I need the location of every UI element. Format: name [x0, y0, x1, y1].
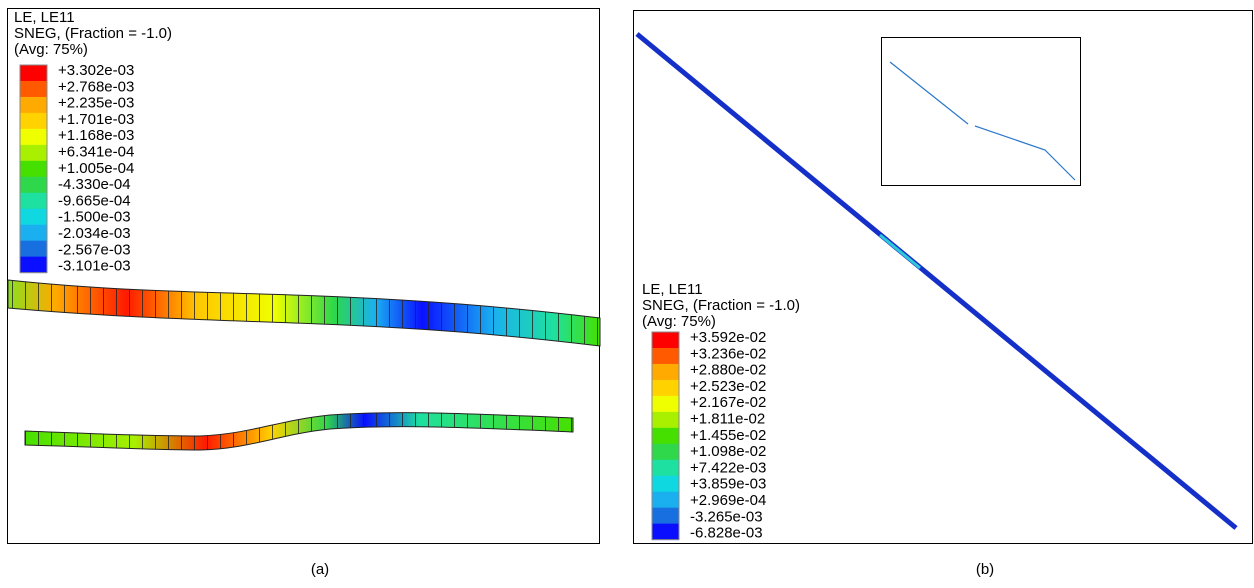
caption: (b)	[976, 561, 994, 578]
legend-label: +1.005e-04	[58, 160, 134, 177]
legend-swatch	[20, 209, 47, 225]
legend-title: (Avg: 75%)	[14, 41, 88, 58]
legend-swatch	[652, 332, 679, 348]
legend-label: -3.265e-03	[690, 508, 763, 525]
legend-swatch	[652, 444, 679, 460]
legend-label: +3.859e-03	[690, 476, 766, 493]
legend-title: LE, LE11	[14, 9, 75, 26]
legend-label: +1.098e-02	[690, 443, 766, 460]
legend-swatch	[652, 492, 679, 508]
legend-label: +6.341e-04	[58, 143, 134, 160]
legend-label: +2.167e-02	[690, 394, 766, 411]
legend-swatch	[652, 524, 679, 540]
legend-label: +3.592e-02	[690, 329, 766, 346]
legend-swatch	[652, 508, 679, 524]
legend-swatch	[20, 225, 47, 241]
legend-swatch	[652, 348, 679, 364]
page: LE, LE11SNEG, (Fraction = -1.0)(Avg: 75%…	[0, 0, 1254, 588]
legend-swatch	[20, 177, 47, 193]
caption: (a)	[311, 561, 329, 578]
legend-label: -2.567e-03	[58, 241, 131, 258]
inset-frame	[882, 38, 1081, 186]
legend-label: +1.701e-03	[58, 111, 134, 128]
figure: LE, LE11SNEG, (Fraction = -1.0)(Avg: 75%…	[0, 0, 1254, 583]
legend-label: -9.665e-04	[58, 192, 131, 209]
legend-label: -2.034e-03	[58, 225, 131, 242]
legend-swatch	[20, 65, 47, 81]
legend-swatch	[20, 97, 47, 113]
legend-swatch	[20, 145, 47, 161]
beam-upper	[8, 280, 600, 346]
legend-label: -4.330e-04	[58, 176, 131, 193]
beam-line-section	[880, 235, 920, 268]
legend-title: SNEG, (Fraction = -1.0)	[642, 297, 800, 314]
legend-label: +7.422e-03	[690, 459, 766, 476]
legend-swatch	[20, 257, 47, 273]
legend-label: -6.828e-03	[690, 525, 763, 542]
beam-lower	[25, 413, 573, 450]
legend-swatch	[20, 161, 47, 177]
legend-swatch	[652, 460, 679, 476]
legend-label: +2.969e-04	[690, 492, 766, 509]
legend-label: +2.768e-03	[58, 78, 134, 95]
legend-title: (Avg: 75%)	[642, 313, 716, 330]
legend-swatch	[652, 412, 679, 428]
legend-swatch	[20, 193, 47, 209]
legend-title: LE, LE11	[642, 281, 703, 298]
legend-swatch	[652, 364, 679, 380]
legend-swatch	[652, 396, 679, 412]
legend-label: +1.455e-02	[690, 427, 766, 444]
legend-swatch	[652, 428, 679, 444]
legend-swatch	[652, 476, 679, 492]
legend-label: +1.811e-02	[690, 410, 765, 427]
legend-label: +3.236e-02	[690, 345, 766, 362]
legend-label: +2.523e-02	[690, 378, 766, 395]
legend-swatch	[20, 113, 47, 129]
legend-label: -1.500e-03	[58, 209, 131, 226]
legend-swatch	[20, 241, 47, 257]
legend-swatch	[20, 129, 47, 145]
legend-label: +3.302e-03	[58, 62, 134, 79]
legend-label: +2.235e-03	[58, 95, 134, 112]
legend-title: SNEG, (Fraction = -1.0)	[14, 25, 172, 42]
legend-swatch	[652, 380, 679, 396]
legend-label: +2.880e-02	[690, 362, 766, 379]
legend-label: -3.101e-03	[58, 258, 131, 275]
legend-label: +1.168e-03	[58, 127, 134, 144]
legend-swatch	[20, 81, 47, 97]
